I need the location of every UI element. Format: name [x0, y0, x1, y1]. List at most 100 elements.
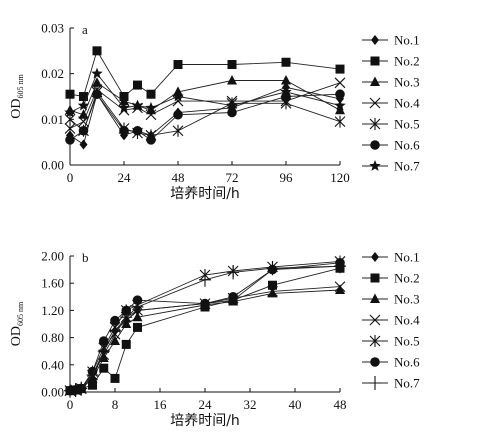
data-point	[69, 382, 82, 397]
data-point	[335, 64, 345, 74]
legend-item: No.3	[362, 292, 420, 307]
data-point	[79, 92, 88, 101]
data-point	[75, 381, 88, 396]
data-point	[120, 310, 133, 325]
data-point	[172, 90, 184, 102]
data-point	[226, 99, 238, 111]
series-line	[69, 72, 341, 113]
legend-item: No.2	[362, 54, 420, 69]
x-tick-label: 48	[172, 170, 185, 185]
x-tick-label: 24	[118, 170, 132, 185]
x-tick-label: 96	[280, 170, 294, 185]
data-point	[99, 363, 109, 373]
y-tick-label: 2.00	[41, 249, 64, 264]
legend-marker	[370, 140, 380, 150]
legend-label: No.4	[394, 313, 420, 328]
data-point	[64, 383, 76, 398]
legend-item: No.4	[362, 96, 420, 111]
legend-item: No.7	[362, 159, 420, 174]
data-point	[121, 339, 131, 349]
data-point	[78, 125, 89, 136]
data-point	[227, 60, 237, 70]
data-point	[64, 113, 76, 126]
chart-panel-a: 0.00 0.01 0.02 0.03 0 24 48 72 96 120 a OD605 nm 培养时…	[9, 21, 420, 203]
legend-label: No.6	[394, 138, 420, 153]
legend-label: No.4	[394, 96, 420, 111]
data-point	[335, 89, 345, 100]
legend-item: No.3	[362, 75, 420, 90]
y-axis-label: OD605 nm	[9, 301, 25, 346]
y-tick-label: 0.80	[41, 330, 64, 345]
data-point	[200, 298, 210, 309]
legend-marker	[369, 314, 381, 326]
legend-marker	[369, 160, 381, 171]
x-tick-label: 40	[289, 397, 302, 412]
data-point	[132, 125, 143, 136]
legend-label: No.5	[394, 334, 420, 349]
data-point	[79, 139, 88, 150]
y-tick-label: 0.03	[41, 21, 64, 36]
legend-item: No.5	[362, 334, 420, 349]
data-point	[227, 265, 240, 280]
data-point	[227, 75, 237, 85]
x-tick-label: 32	[244, 397, 257, 412]
data-point	[146, 89, 156, 99]
legend-marker	[369, 97, 381, 109]
series-no1	[66, 82, 344, 150]
legend-item: No.6	[362, 355, 420, 370]
data-point	[65, 135, 75, 145]
legend-label: No.2	[394, 54, 420, 69]
data-point	[227, 107, 237, 118]
legend-marker	[370, 76, 380, 86]
legend-item: No.1	[362, 250, 420, 265]
data-point	[133, 322, 142, 332]
legend-item: No.2	[362, 271, 420, 286]
y-tick-label: 0.02	[41, 66, 64, 81]
legend-marker	[369, 376, 381, 390]
series-line	[69, 86, 341, 146]
data-point	[267, 287, 278, 298]
chart-panel-b: 0.00 0.40 0.80 1.20 1.60 2.00 0 8 16 24 32 40 48 b OD6…	[9, 249, 420, 430]
x-axis-label: 培养时间/h	[170, 186, 240, 202]
series-no7	[64, 67, 346, 118]
y-tick-label: 1.60	[41, 276, 64, 291]
data-point	[64, 106, 76, 118]
data-point	[92, 46, 102, 56]
data-point	[199, 272, 211, 287]
data-point	[92, 89, 102, 100]
data-point	[109, 323, 121, 338]
data-point	[335, 104, 345, 115]
data-point	[280, 85, 292, 97]
legend-item: No.6	[362, 138, 420, 153]
legend-label: No.7	[394, 376, 420, 391]
data-point	[110, 335, 120, 345]
legend-label: No.7	[394, 159, 420, 174]
data-point	[64, 123, 76, 134]
series-line	[69, 49, 341, 98]
data-point	[91, 67, 103, 79]
data-point	[92, 77, 102, 87]
data-point	[146, 135, 156, 145]
x-tick-label: 24	[199, 397, 213, 412]
y-tick-label: 0.40	[41, 357, 64, 372]
data-point	[145, 109, 157, 121]
y-tick-label: 0.00	[41, 385, 64, 400]
data-point	[65, 89, 75, 99]
data-point	[228, 292, 238, 302]
data-point	[118, 101, 130, 113]
data-point	[281, 57, 291, 67]
data-point	[334, 281, 346, 292]
data-point	[173, 109, 183, 120]
x-tick-label: 120	[330, 170, 350, 185]
data-point	[334, 259, 346, 274]
x-tick-label: 72	[226, 170, 239, 185]
x-tick-label: 0	[67, 397, 74, 412]
legend-marker	[370, 357, 380, 367]
legend-label: No.5	[394, 117, 420, 132]
legend-item: No.1	[362, 33, 420, 48]
x-tick-label: 8	[112, 397, 119, 412]
data-point	[88, 380, 97, 390]
legend-item: No.5	[362, 117, 420, 132]
data-point	[110, 373, 120, 383]
legend-marker	[370, 273, 380, 283]
